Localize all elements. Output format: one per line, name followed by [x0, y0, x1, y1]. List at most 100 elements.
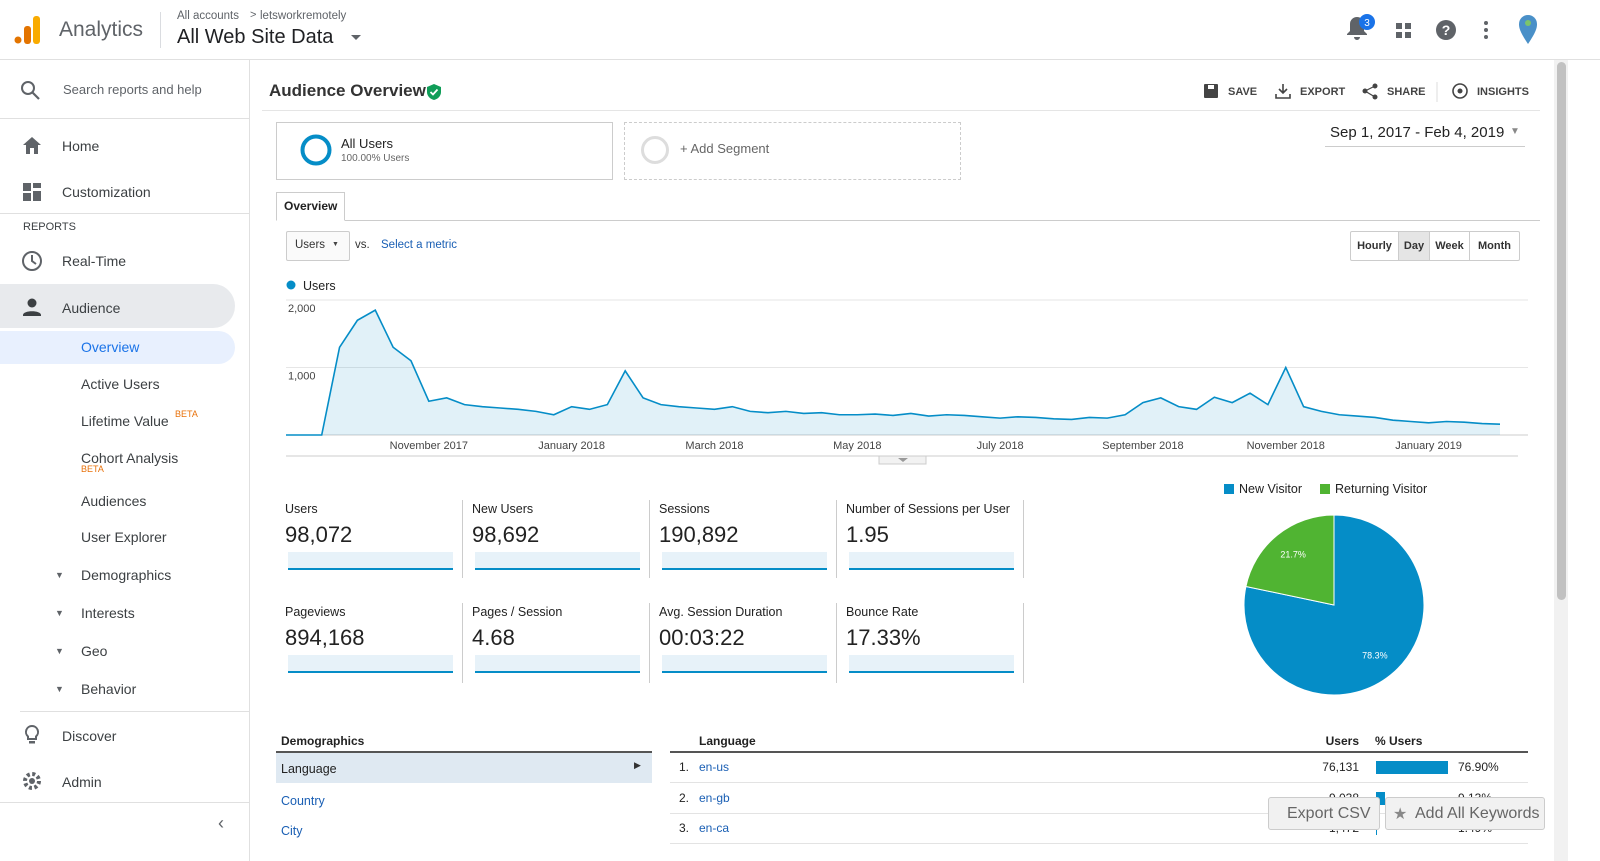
row-users: 76,131	[1322, 760, 1359, 774]
demographics-item[interactable]: Country	[281, 794, 325, 808]
metric-label[interactable]: New Users	[472, 502, 534, 516]
breadcrumb[interactable]: All accounts	[177, 10, 240, 22]
nav-item[interactable]: Overview	[81, 339, 140, 355]
row-percent: 76.90%	[1458, 760, 1499, 774]
demographics-item[interactable]: Language	[281, 762, 337, 776]
toolbar-icons	[1204, 82, 1468, 102]
nav-item[interactable]: User Explorer	[81, 529, 167, 545]
nav-item[interactable]: Active Users	[81, 376, 160, 392]
add-segment-card[interactable]	[624, 122, 961, 180]
expand-arrow[interactable]: ▼	[55, 570, 64, 580]
nav-item[interactable]: Audiences	[81, 493, 147, 509]
icon	[24, 724, 40, 740]
scrollbar-thumb[interactable]	[1557, 62, 1566, 600]
table-header: Users	[1325, 734, 1359, 748]
breadcrumb[interactable]: letsworkremotely	[260, 10, 347, 22]
nav-item[interactable]: Behavior	[81, 681, 137, 697]
share-button[interactable]: SHARE	[1387, 86, 1426, 98]
nav-item[interactable]: Demographics	[81, 567, 172, 583]
metric-label[interactable]: Users	[285, 502, 318, 516]
check	[429, 88, 439, 96]
segment-detail: 100.00% Users	[341, 153, 410, 164]
metric-divider	[462, 500, 463, 578]
select-metric[interactable]: Select a metric	[381, 239, 458, 251]
dropdown-arrow	[351, 35, 361, 40]
metric-value: 1.95	[846, 522, 889, 547]
divider	[160, 12, 161, 48]
search-icon	[21, 81, 40, 100]
save-button[interactable]: SAVE	[1228, 86, 1258, 98]
collapse-button[interactable]: ‹	[218, 813, 224, 833]
divider	[0, 802, 250, 803]
granularity-button[interactable]: Hourly	[1351, 232, 1399, 260]
row-language[interactable]: en-us	[699, 760, 730, 774]
granularity-button[interactable]: Week	[1430, 232, 1470, 260]
nav-item[interactable]: Admin	[62, 774, 102, 790]
help-icon[interactable]	[1436, 20, 1456, 40]
segment-card[interactable]	[276, 122, 613, 180]
metric-divider	[649, 500, 650, 578]
expand-arrow[interactable]: ▼	[55, 608, 64, 618]
metric-label[interactable]: Pageviews	[285, 605, 346, 619]
discover-icon	[24, 724, 40, 744]
export-button[interactable]: EXPORT	[1300, 86, 1346, 98]
nav-item[interactable]: Lifetime Value	[81, 413, 169, 429]
metric-dropdown[interactable]	[286, 231, 350, 261]
date-range[interactable]: Sep 1, 2017 - Feb 4, 2019	[1330, 124, 1505, 141]
more-dot[interactable]	[1484, 28, 1488, 32]
nav-item[interactable]: Discover	[62, 728, 117, 744]
sparkline-area	[849, 655, 1014, 673]
metric-label[interactable]: Avg. Session Duration	[659, 605, 783, 619]
apps-icon[interactable]	[1396, 23, 1411, 38]
row-language[interactable]: en-gb	[699, 790, 730, 805]
metric-label[interactable]: Sessions	[659, 502, 710, 516]
search-box[interactable]: Search reports and help	[63, 82, 202, 97]
tab-label[interactable]: Overview	[284, 199, 338, 213]
metric-value: 4.68	[472, 625, 515, 650]
x-tick-label: May 2018	[833, 440, 881, 452]
expand-arrow[interactable]: ▼	[55, 646, 64, 656]
resize-handle	[878, 455, 927, 465]
view-selector[interactable]: All Web Site Data	[177, 26, 334, 48]
nav-item[interactable]: Audience	[62, 300, 121, 316]
granularity-button[interactable]: Day	[1399, 232, 1430, 260]
share-icon	[1363, 85, 1376, 98]
nav-item[interactable]: Geo	[81, 643, 108, 659]
granularity-button[interactable]: Month	[1478, 240, 1511, 252]
nav-item[interactable]: Customization	[62, 184, 151, 200]
nav-item[interactable]: Real-Time	[62, 253, 127, 269]
insights-button[interactable]: INSIGHTS	[1477, 86, 1529, 98]
tab[interactable]	[276, 192, 345, 221]
legend-dot	[286, 280, 296, 290]
more-dot[interactable]	[1484, 21, 1488, 25]
nav-item[interactable]: Cohort Analysis	[81, 450, 179, 466]
sparkline-area	[288, 552, 453, 570]
logo-dot	[14, 36, 22, 44]
metric-label[interactable]: Bounce Rate	[846, 605, 919, 619]
x-tick-label: January 2018	[538, 440, 605, 452]
y-tick-label: 1,000	[288, 371, 316, 383]
row-language[interactable]: en-ca	[699, 821, 730, 835]
insights-icon	[1452, 83, 1468, 99]
row-arrow: ▶	[634, 760, 641, 770]
lens	[21, 81, 35, 95]
icon	[23, 772, 41, 790]
metric-label[interactable]: Pages / Session	[472, 605, 563, 619]
export-csv-button[interactable]: Export CSV	[1268, 797, 1380, 830]
legend-swatch	[1224, 484, 1234, 494]
nav-item[interactable]: Home	[62, 138, 100, 154]
sparkline-area	[475, 552, 640, 570]
more-dot[interactable]	[1484, 35, 1488, 39]
add-keywords-button[interactable]: Add All Keywords	[1385, 797, 1545, 830]
legend-label: Users	[303, 279, 336, 293]
icon	[29, 741, 35, 744]
expand-arrow[interactable]: ▼	[55, 684, 64, 694]
nav-item[interactable]: Interests	[81, 605, 135, 621]
legend-swatch	[1320, 484, 1330, 494]
date-arrow[interactable]: ▼	[1510, 126, 1520, 137]
add-segment[interactable]: + Add Segment	[680, 141, 770, 156]
demographics-item[interactable]: City	[281, 824, 303, 838]
metric-label[interactable]: Number of Sessions per User	[846, 502, 1010, 516]
profile-icon[interactable]	[1519, 15, 1537, 44]
legend-label: New Visitor	[1239, 482, 1302, 496]
